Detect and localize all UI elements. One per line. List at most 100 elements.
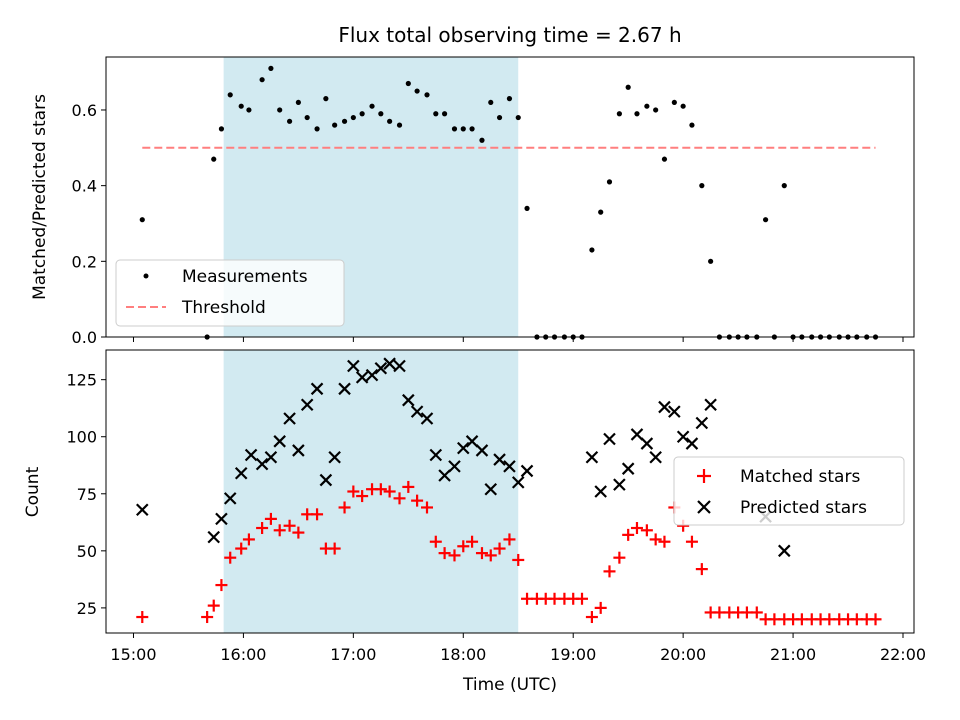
predicted-star-point <box>503 460 516 473</box>
top-y-axis-label: Matched/Predicted stars <box>30 94 50 300</box>
matched-star-point <box>374 483 387 496</box>
predicted-star-point <box>621 462 635 475</box>
measurement-point <box>238 103 244 109</box>
matched-star-point <box>448 549 461 562</box>
matched-star-point <box>503 533 516 546</box>
bottom-axes-frame <box>105 349 915 634</box>
predicted-star-point <box>649 450 662 464</box>
bottom-x-ticks: 15:00 16:00 17:00 18:00 19:00 20:00 21:00 22:00 <box>110 633 926 664</box>
top-legend-box <box>115 259 345 327</box>
matched-star-point <box>457 540 470 553</box>
bottom-ytick-label: 25 <box>77 599 97 618</box>
measurement-point <box>218 126 225 132</box>
measurement-point <box>661 156 668 162</box>
matched-star-point <box>613 551 626 564</box>
measurement-point <box>341 118 348 124</box>
measurement-point <box>424 92 430 98</box>
measurement-point <box>515 114 521 121</box>
predicted-star-point <box>465 435 479 448</box>
matched-star-point <box>475 547 488 560</box>
bottom-xtick-label: 21:00 <box>770 645 816 664</box>
bottom-xtick-label: 20:00 <box>660 645 706 664</box>
predicted-star-point <box>355 371 369 384</box>
measurement-point <box>277 107 283 113</box>
matched-star-point <box>383 485 396 498</box>
measurement-point <box>350 114 356 121</box>
measurement-point <box>653 107 659 113</box>
predicted-star-point <box>244 448 258 462</box>
predicted-star-point <box>347 359 360 373</box>
top-ytick-label: 0.4 <box>72 177 97 196</box>
matched-star-point <box>347 485 360 498</box>
measurement-point <box>689 122 695 128</box>
predicted-star-point <box>484 482 498 496</box>
bottom-xtick-label: 15:00 <box>110 645 156 664</box>
measurement-point <box>378 111 384 117</box>
legend-measurements-marker <box>143 273 149 279</box>
bottom-ytick-label: 50 <box>77 542 97 561</box>
measurement-point <box>625 84 631 90</box>
measurement-point <box>598 209 604 215</box>
measurement-point <box>227 92 233 98</box>
measurement-point <box>323 96 329 102</box>
bottom-y-ticks: 25 50 75 100 125 <box>66 371 106 618</box>
predicted-star-point <box>310 382 324 396</box>
measurement-point <box>139 217 145 223</box>
measurement-point <box>295 99 301 106</box>
measurement-point <box>708 258 714 264</box>
legend-matched-label: Matched stars <box>740 467 860 487</box>
matched-star-point <box>242 533 255 546</box>
measurement-point <box>451 126 458 132</box>
matched-star-point <box>338 501 351 514</box>
measurement-point <box>286 118 293 124</box>
matched-star-point <box>201 611 214 624</box>
legend-predicted-label: Predicted stars <box>740 498 867 518</box>
matched-star-point <box>622 528 635 541</box>
predicted-star-point <box>215 512 228 526</box>
matched-star-point <box>466 535 479 548</box>
predicted-star-point <box>658 400 671 414</box>
measurement-point <box>469 126 475 132</box>
predicted-star-point <box>365 368 379 382</box>
predicted-star-point <box>429 448 443 462</box>
measurement-point <box>634 111 640 117</box>
bottom-legend: Matched stars Predicted stars <box>673 456 905 526</box>
predicted-star-point <box>685 437 699 450</box>
matched-star-point <box>256 522 269 535</box>
legend-matched-marker <box>697 469 711 483</box>
matched-star-point <box>576 592 589 605</box>
matched-star-point <box>869 613 882 626</box>
predicted-star-point <box>207 530 221 544</box>
matched-star-point <box>512 553 525 566</box>
predicted-star-point <box>223 492 237 505</box>
bottom-xtick-label: 19:00 <box>550 645 596 664</box>
matched-star-point <box>649 533 662 546</box>
measurement-point <box>304 114 310 121</box>
measurement-point <box>524 205 530 211</box>
top-legend: Measurements Threshold <box>115 259 345 327</box>
measurement-point <box>699 183 705 189</box>
predicted-star-point <box>676 430 690 444</box>
matched-star-point <box>207 599 220 612</box>
measurement-point <box>441 111 448 117</box>
matched-star-point <box>311 508 324 521</box>
matched-star-point <box>292 526 305 539</box>
predicted-star-point <box>273 435 286 448</box>
top-axes-frame <box>105 56 915 338</box>
top-y-ticks: 0.0 0.2 0.4 0.6 <box>72 101 106 347</box>
top-ytick-label: 0.0 <box>72 328 97 347</box>
bottom-ytick-label: 100 <box>66 428 97 447</box>
measurement-point <box>259 77 265 83</box>
measurement-point <box>246 107 252 113</box>
matched-star-point <box>224 551 237 564</box>
measurement-point <box>414 88 420 94</box>
measurement-point <box>369 103 375 109</box>
measurement-point <box>680 103 686 109</box>
predicted-star-point <box>668 405 681 418</box>
predicted-star-point <box>594 485 607 498</box>
bottom-ytick-label: 75 <box>77 485 97 504</box>
measurement-point <box>268 65 274 71</box>
matched-star-point <box>685 535 698 548</box>
predicted-star-point <box>292 444 305 457</box>
matched-star-point <box>438 547 451 560</box>
